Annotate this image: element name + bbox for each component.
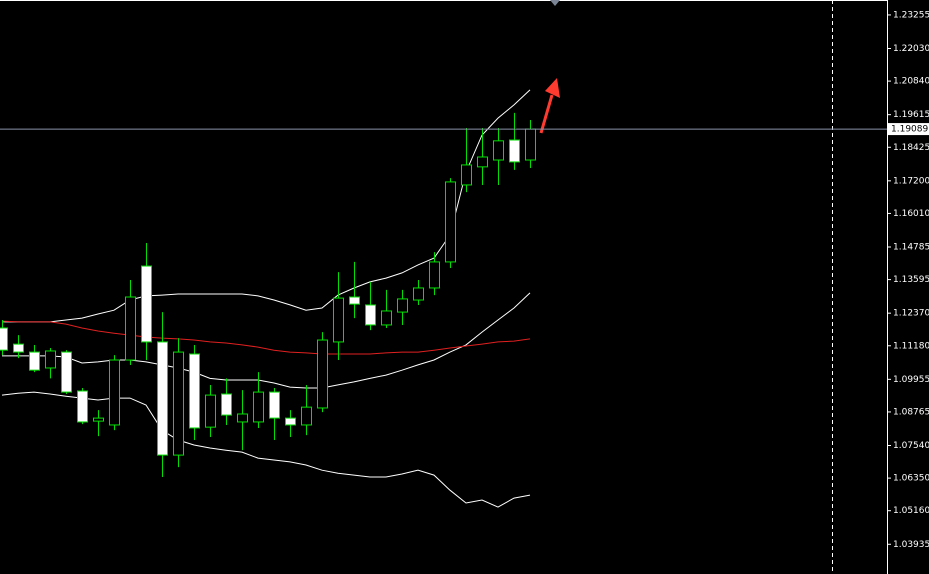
candle-body: [141, 265, 152, 343]
y-tick-label: 1.05160: [893, 506, 929, 516]
candle-body: [509, 139, 520, 163]
candle-body: [461, 164, 472, 186]
candle-body: [157, 341, 168, 456]
y-tick-label: 1.03935: [893, 540, 929, 550]
candle-body: [349, 296, 360, 305]
candle-body: [269, 391, 280, 419]
candle-body: [93, 417, 104, 422]
indicator-line: [1, 320, 531, 355]
candle-body: [429, 261, 440, 289]
candle-body: [189, 353, 200, 429]
y-tick-label: 1.20840: [893, 77, 929, 87]
y-tick-label: 1.12370: [893, 309, 929, 319]
candle-body: [477, 156, 488, 168]
indicator-line: [1, 391, 531, 508]
candle-body: [445, 181, 456, 263]
plot: [0, 89, 536, 508]
candle-body: [77, 390, 88, 423]
candle-body: [413, 287, 424, 301]
current-price-box: [888, 123, 929, 136]
y-tick-label: 1.23255: [893, 10, 929, 20]
y-tick-label: 1.06350: [893, 474, 929, 484]
candle-body: [493, 140, 504, 161]
candle-body: [365, 304, 376, 326]
indicator-line: [2, 292, 531, 389]
candle-body: [285, 417, 296, 426]
candle-body: [0, 327, 8, 351]
indicator-line: [2, 89, 531, 323]
shift-marker: [550, 0, 560, 6]
y-tick-label: 1.08765: [893, 407, 929, 417]
candle-body: [525, 128, 536, 161]
candle-body: [61, 351, 72, 393]
arrow-head: [545, 78, 560, 98]
y-tick-label: 1.16010: [893, 209, 929, 219]
candle-body: [45, 350, 56, 369]
candle-body: [221, 393, 232, 416]
y-tick-label: 1.17200: [893, 176, 929, 186]
candle-body: [237, 413, 248, 423]
y-tick-label: 1.13595: [893, 275, 929, 285]
candle-body: [125, 296, 136, 361]
candle-body: [253, 391, 264, 423]
candle-body: [317, 339, 328, 409]
candle-body: [173, 351, 184, 456]
candle-body: [205, 394, 216, 428]
arrow: [539, 78, 560, 134]
candle-body: [29, 351, 40, 371]
y-tick-label: 1.14785: [893, 242, 929, 252]
candle-body: [301, 406, 312, 426]
y-tick-label: 1.11180: [893, 341, 929, 351]
candle-body: [397, 298, 408, 313]
candle-body: [381, 310, 392, 326]
y-tick-label: 1.22030: [893, 44, 929, 54]
y-tick-label: 1.09955: [893, 375, 929, 385]
y-tick-label: 1.07540: [893, 441, 929, 451]
y-tick-label: 1.19615: [893, 110, 929, 120]
y-tick-label: 1.18425: [893, 143, 929, 153]
current-price-label: 1.19089: [891, 125, 928, 135]
candle-body: [13, 343, 24, 353]
candle-body: [109, 359, 120, 426]
candle-body: [333, 297, 344, 343]
arrow-shaft: [539, 94, 554, 134]
